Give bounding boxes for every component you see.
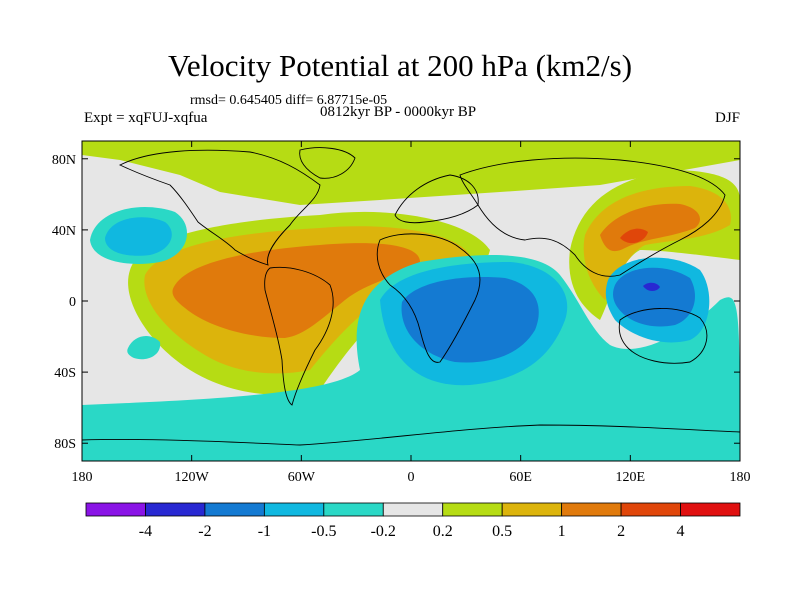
experiment-label: Expt = xqFUJ-xqfua [84,110,208,126]
colorbar-level-label: 2 [617,523,625,540]
colorbar-level-label: -0.2 [371,523,396,540]
coastline-australia [618,308,708,364]
colorbar-swatch [680,502,741,517]
colorbar-swatch [204,502,265,517]
x-tick-label: 60W [288,470,316,485]
season-label: DJF [714,110,740,126]
rmsd-diff-stats: rmsd= 0.645405 diff= 6.87715e-05 [190,93,388,108]
colorbar-level-label: -4 [139,523,152,540]
colorbar-swatch [561,502,622,517]
y-tick-label: 0 [69,295,76,310]
colorbar-swatch [382,502,444,517]
contour-positive-low [82,141,740,205]
colorbar-swatch [263,502,325,517]
colorbar-level-label: 0.2 [433,523,453,540]
x-tick-label: 180 [730,470,751,485]
x-tick-label: 60E [509,470,532,485]
x-tick-label: 0 [408,470,415,485]
latitude-axis: 80N 40N 0 40S 80S [52,153,740,452]
y-tick-label: 40S [54,366,76,381]
colorbar-level-label: 4 [677,523,685,540]
contour-fills [82,141,740,461]
colorbar-swatch [620,502,681,517]
y-tick-label: 40N [52,224,76,239]
coastline-antarctica [82,424,740,446]
colorbar-swatch [442,502,503,517]
contour-positive-high [172,243,420,338]
contour-negative-low [127,336,161,360]
contour-negative-peak [643,282,660,291]
y-tick-label: 80N [52,153,76,168]
colorbar-swatch [501,502,563,517]
contour-negative-high [613,267,695,327]
coastline-south-america [264,266,334,406]
colorbar-level-label: -1 [258,523,271,540]
x-tick-label: 180 [72,470,93,485]
period-label: 0812kyr BP - 0000kyr BP [320,104,477,120]
longitude-axis: 180 120W 60W 0 60E 120E 180 [72,141,751,485]
colorbar-level-label: 0.5 [492,523,512,540]
colorbar [85,502,741,517]
contour-positive-peak [620,228,648,244]
coastline-greenland [299,147,356,179]
x-tick-label: 120E [616,470,646,485]
colorbar-level-label: 1 [558,523,566,540]
colorbar-swatch [323,502,384,517]
contour-negative-high [401,277,539,363]
colorbar-swatch [145,502,206,517]
colorbar-labels: -4 -2 -1 -0.5 -0.2 0.2 0.5 1 2 4 [139,523,685,540]
coastline-asia [459,157,726,277]
y-tick-label: 80S [54,437,76,452]
colorbar-level-label: -0.5 [311,523,336,540]
x-tick-label: 120W [175,470,210,485]
contour-negative-mid [105,217,172,256]
map-title: Velocity Potential at 200 hPa (km2/s) [167,48,633,83]
coastlines [82,147,740,446]
coastline-north-america [118,149,321,266]
colorbar-level-label: -2 [198,523,211,540]
colorbar-swatch [85,502,146,517]
coastline-africa [376,233,481,363]
